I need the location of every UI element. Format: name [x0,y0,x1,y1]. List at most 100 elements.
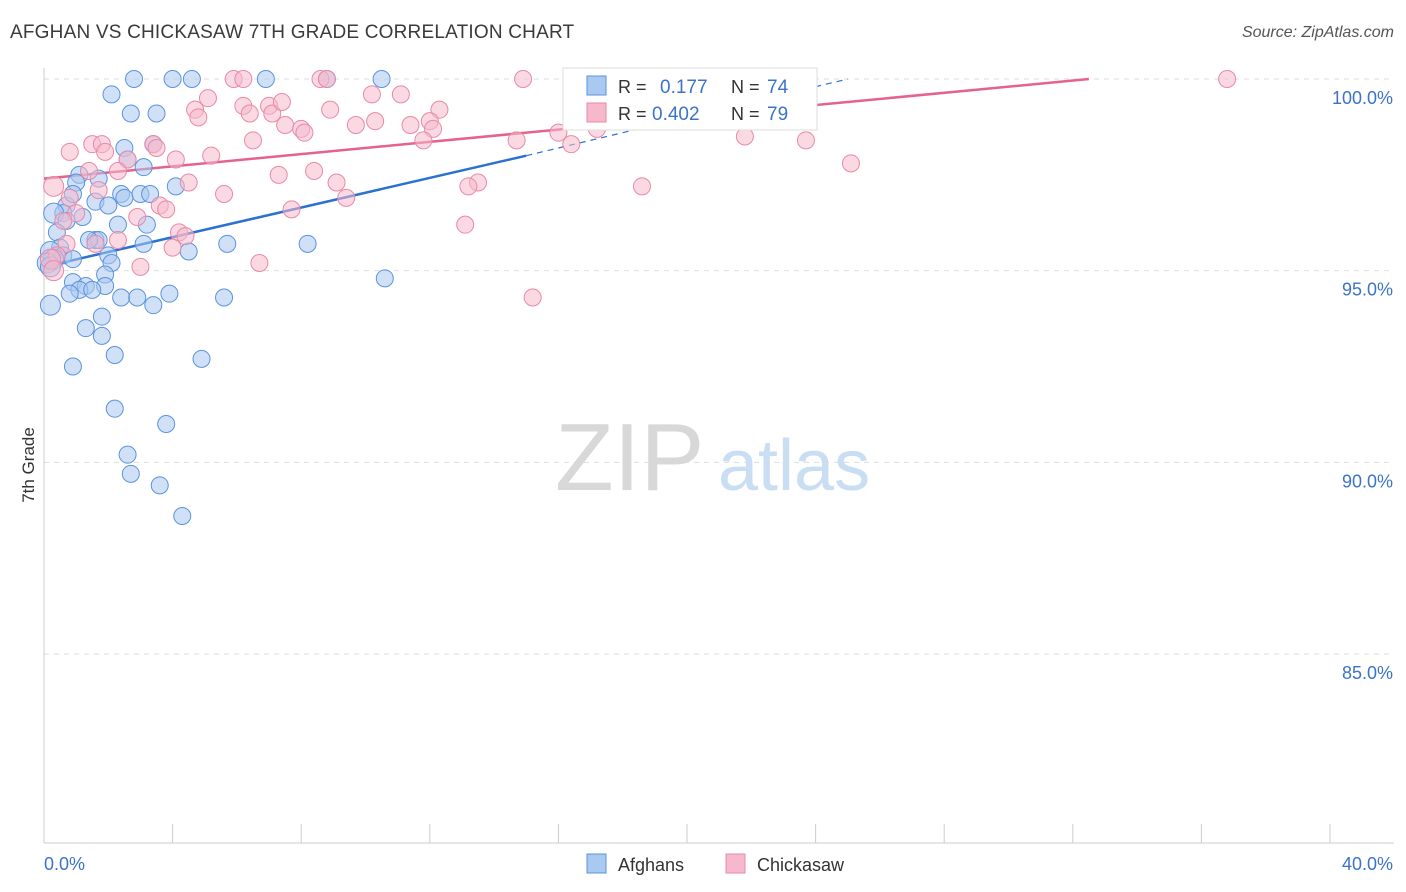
afghans-point [179,242,198,261]
chickasaw-point [366,112,385,131]
legend-r-value-afghans: 0.177 [660,77,708,98]
chickasaw-point [514,70,533,88]
legend-label-afghans: Afghans [618,855,684,875]
afghans-point [92,326,111,345]
legend-n-value-afghans: 74 [767,77,789,98]
legend-r-label: R = [618,104,647,124]
chickasaw-point [263,104,282,123]
chickasaw-point [131,257,150,276]
chickasaw-point [189,108,208,127]
chickasaw-point [562,135,581,154]
chickasaw-point [282,200,301,219]
afghans-point [160,284,179,303]
chickasaw-point [424,119,443,138]
chickasaw-point [198,89,217,108]
chickasaw-point [54,211,73,230]
chickasaw-point [57,234,76,253]
y-tick-label: 90.0% [1342,471,1393,491]
chickasaw-point [362,85,381,104]
afghans-point [63,357,82,376]
chickasaw-point [215,185,234,203]
afghans-point [63,250,82,269]
legend-r-value-chickasaw: 0.402 [652,104,700,125]
afghans-point [115,188,134,207]
legend-label-chickasaw: Chickasaw [757,855,845,875]
afghans-point [182,70,201,88]
afghans-point [150,476,169,495]
legend-swatch-afghans [586,853,607,874]
chickasaw-point [108,162,127,180]
chickasaw-point [86,234,105,253]
chickasaw-point [1218,70,1237,88]
points-layer [36,70,1237,525]
chickasaw-point [456,215,475,234]
chickasaw-point [269,165,288,184]
afghans-point [76,319,95,338]
stats-legend: R = 0.177 N = 74 R = 0.402 N = 79 [562,67,818,131]
source-label: Source: ZipAtlas.com [1241,24,1394,41]
chickasaw-point [317,70,336,88]
afghans-point [147,104,166,123]
legend-r-label: R = [618,77,647,97]
chickasaw-point [60,188,79,207]
legend-n-label: N = [731,104,760,124]
chart-title: AFGHAN VS CHICKASAW 7TH GRADE CORRELATIO… [10,22,575,43]
afghans-point [128,288,147,307]
chickasaw-point [430,100,449,119]
chickasaw-point [327,173,346,192]
chickasaw-point [234,70,253,88]
afghans-point [163,70,182,88]
chickasaw-point [108,231,127,249]
x-tick-label-max: 40.0% [1342,854,1393,874]
afghans-point [372,70,391,88]
afghans-point [121,104,140,123]
afghans-point [105,346,124,364]
chickasaw-point [128,208,147,226]
chickasaw-point [60,142,79,161]
chickasaw-point [523,288,542,307]
afghans-point [118,445,137,464]
afghans-point [173,507,192,525]
afghans-point [141,185,160,203]
chickasaw-point [240,104,259,123]
afghans-point [144,296,163,315]
afghans-point [298,234,317,253]
chickasaw-point [632,177,651,196]
x-tick-label-min: 0.0% [44,854,85,874]
chickasaw-point [272,93,291,111]
afghans-point [60,284,79,303]
chickasaw-point [735,127,754,146]
legend-n-label: N = [731,77,760,97]
afghans-point [218,234,237,253]
afghans-point [157,415,176,433]
chickasaw-point [346,116,365,134]
axes-layer: 85.0% 90.0% 95.0% 100.0% 0.0% 40.0% [43,68,1394,874]
chickasaw-point [96,142,115,161]
legend-n-value-chickasaw: 79 [767,104,788,125]
legend-swatch-chickasaw [725,853,746,874]
chickasaw-point [414,131,433,150]
chickasaw-point [80,162,99,180]
afghans-point [83,280,102,299]
watermark-atlas: atlas [718,426,870,506]
chickasaw-point [163,238,182,257]
afghans-point [375,269,394,288]
chickasaw-point [305,162,324,180]
afghans-point [102,85,121,104]
chickasaw-point [43,175,65,197]
chickasaw-point [295,123,314,142]
legend-swatch-afghans [586,75,607,96]
chickasaw-point [391,85,410,104]
chickasaw-point [147,139,166,157]
afghans-point [134,234,153,253]
chickasaw-point [337,188,356,207]
chickasaw-point [202,146,221,165]
afghans-point [121,464,140,483]
afghans-point [108,215,127,234]
y-tick-label: 85.0% [1342,663,1393,683]
afghans-point [99,196,118,215]
chickasaw-point [507,131,526,150]
chickasaw-point [166,150,185,169]
chickasaw-point [176,227,195,246]
